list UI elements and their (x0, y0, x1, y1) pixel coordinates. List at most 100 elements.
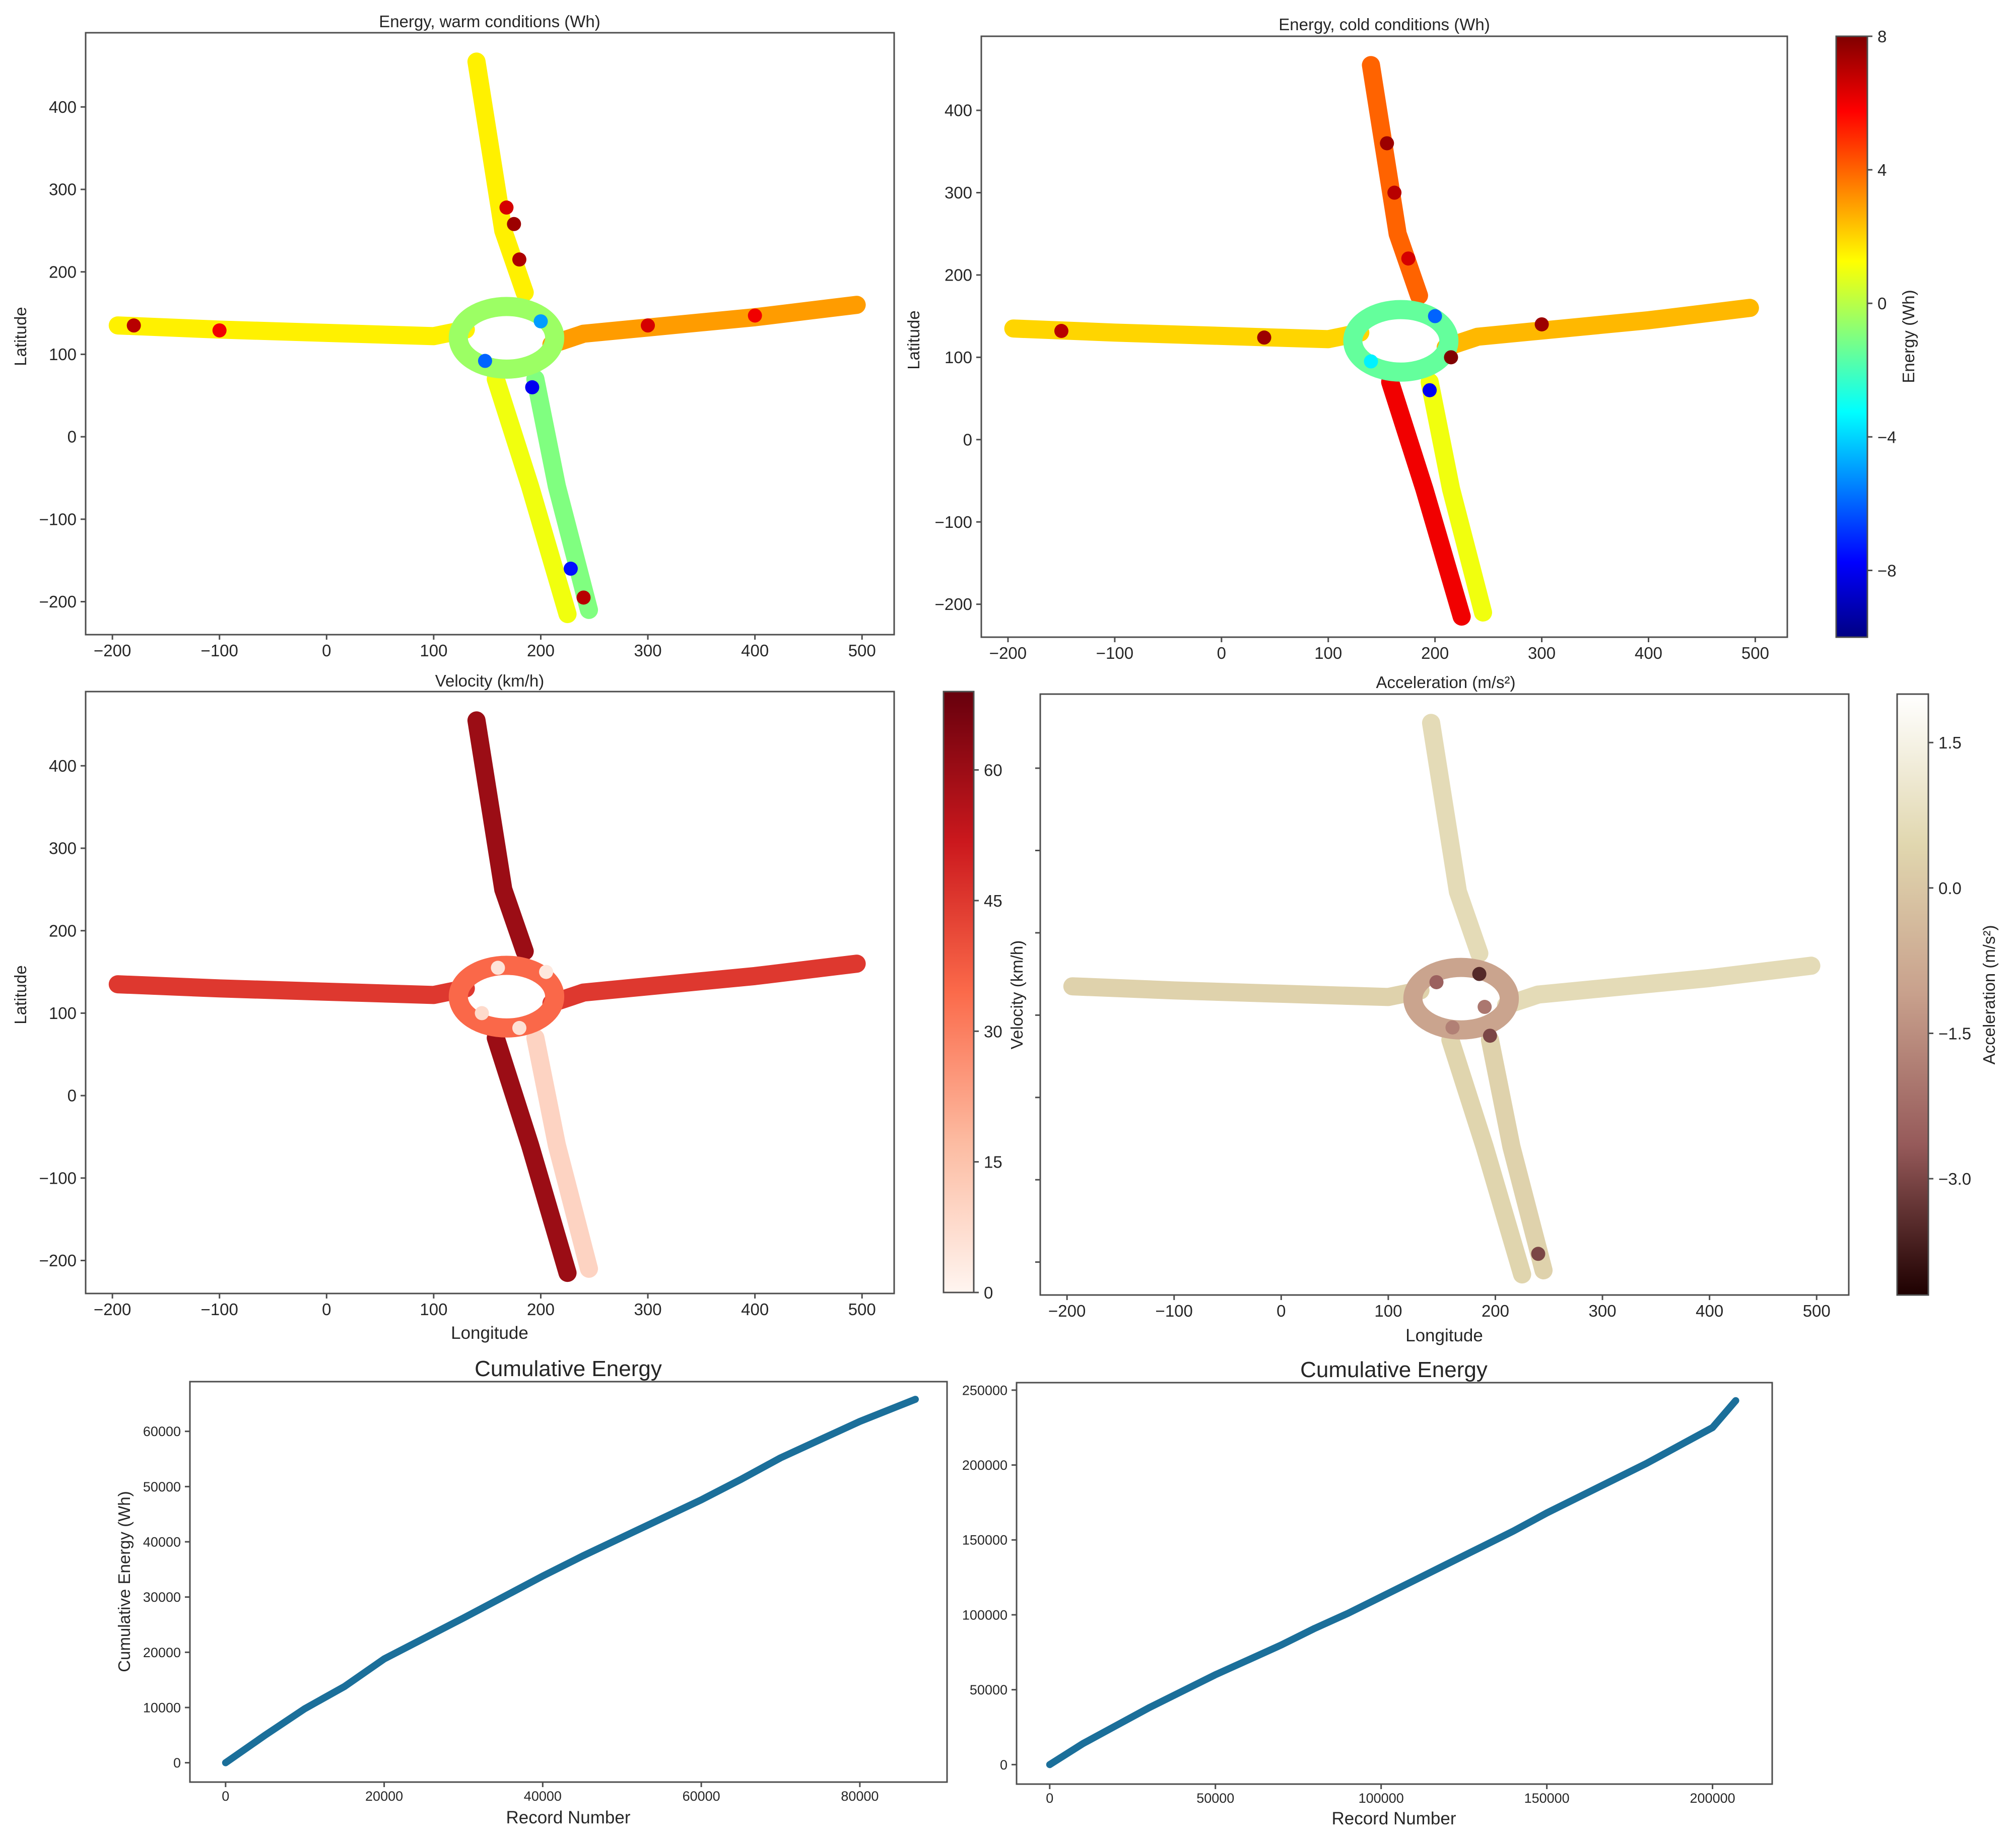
p4-ytick-label: 50000 (143, 1479, 181, 1494)
p0-highlight-point (126, 318, 141, 333)
p4-ytick-label: 20000 (143, 1645, 181, 1660)
p1-ytick-label: −200 (935, 595, 972, 614)
p2-xtick-label: 200 (527, 1300, 555, 1319)
p2-ytick-label: 300 (49, 839, 77, 858)
p2-roundabout (448, 956, 565, 1038)
p0-highlight-point (748, 308, 762, 323)
p0-east-arm (542, 296, 866, 354)
panel-4-xlabel: Longitude (1405, 1326, 1483, 1345)
p3-xtick-label: −100 (1156, 1302, 1193, 1320)
p3-highlight-point (1483, 1029, 1497, 1043)
p1-north-arm (1362, 56, 1428, 305)
panel-2-xlabel: Acceleration (m/s²) (1376, 673, 1516, 692)
p3-highlight-point (1477, 1000, 1492, 1014)
data-layer (108, 52, 1821, 1768)
colorbar-0-tick-label: 8 (1877, 27, 1887, 46)
p0-ytick-label: 300 (49, 180, 77, 199)
p4-xtick-label: 60000 (683, 1789, 720, 1804)
p2-east-arm (542, 955, 866, 1012)
panel-2-ylabel: Latitude (904, 310, 923, 369)
p0-roundabout (448, 297, 565, 379)
p0-highlight-point (512, 252, 526, 267)
p5-series-line (1046, 1397, 1739, 1768)
panel-1-title: Energy, warm conditions (Wh) (379, 12, 600, 31)
p0-xtick-label: 100 (420, 641, 447, 660)
panel-cumulative-2-frame (1016, 1382, 1773, 1785)
p3-highlight-point (1531, 1247, 1545, 1261)
p3-east-arm (1497, 957, 1821, 1014)
p0-highlight-point (533, 314, 548, 328)
p0-ytick-label: 100 (49, 345, 77, 364)
p2-ytick-label: 200 (49, 921, 77, 940)
p4-xtick-label: 80000 (841, 1789, 879, 1804)
p1-highlight-point (1428, 309, 1442, 323)
p2-ytick-label: 0 (68, 1086, 77, 1105)
colorbar-2-tick-label: 0.0 (1938, 879, 1962, 898)
p0-highlight-point (564, 562, 578, 576)
p1-ytick-label: −100 (935, 513, 972, 531)
p2-xtick-label: −100 (201, 1300, 238, 1319)
colorbar-1-tick-label: 30 (984, 1022, 1002, 1041)
p3-south-arm-in (1441, 1031, 1531, 1284)
p1-xtick-label: 200 (1421, 644, 1449, 662)
p0-ytick-label: 200 (49, 262, 77, 281)
p4-ytick-label: 10000 (143, 1700, 181, 1715)
panel-5-ylabel: Cumulative Energy (Wh) (115, 1491, 133, 1672)
panel-3-title: Velocity (km/h) (435, 671, 544, 690)
p1-ytick-label: 100 (945, 348, 972, 367)
p0-south-arm-out (526, 370, 598, 619)
p5-xtick-label: 200000 (1690, 1791, 1735, 1806)
p2-highlight-point (539, 965, 554, 979)
p5-ytick-label: 250000 (962, 1383, 1007, 1398)
p1-west-arm (1004, 319, 1370, 349)
p1-roundabout (1343, 300, 1459, 382)
p3-west-arm (1063, 977, 1430, 1006)
panel-6-title: Cumulative Energy (1300, 1357, 1488, 1382)
p1-ytick-label: 400 (945, 101, 972, 120)
p2-highlight-point (512, 1020, 526, 1035)
p1-xtick-label: −100 (1096, 644, 1133, 662)
p1-highlight-point (1534, 317, 1549, 331)
p0-xtick-label: 300 (634, 641, 662, 660)
p1-highlight-point (1257, 330, 1271, 345)
p1-xtick-label: 100 (1314, 644, 1342, 662)
colorbar-2-tick-label: 1.5 (1938, 733, 1962, 752)
p5-ytick-label: 50000 (970, 1682, 1007, 1697)
p0-xtick-label: −100 (201, 641, 238, 660)
p1-highlight-point (1380, 136, 1394, 151)
p0-xtick-label: −200 (94, 641, 131, 660)
acceleration-colorbar-label: Acceleration (m/s²) (1980, 925, 1998, 1065)
p3-xtick-label: 500 (1803, 1302, 1831, 1320)
p5-ytick-label: 200000 (962, 1458, 1007, 1473)
velocity-colorbar (943, 691, 975, 1293)
energy-colorbar-label: Energy (Wh) (1899, 290, 1918, 383)
p3-highlight-point (1472, 967, 1487, 981)
colorbar-0-tick-label: −4 (1877, 428, 1897, 446)
p0-xtick-label: 0 (322, 641, 331, 660)
p5-xtick-label: 100000 (1359, 1791, 1404, 1806)
p3-roundabout (1403, 958, 1519, 1040)
colorbar-0-tick-label: 4 (1877, 161, 1887, 179)
p1-south-arm-in (1381, 373, 1471, 626)
p3-xtick-label: 0 (1276, 1302, 1286, 1320)
p1-highlight-point (1401, 251, 1416, 266)
p4-ytick-label: 40000 (143, 1534, 181, 1549)
p3-south-arm-out (1481, 1031, 1553, 1279)
p4-ytick-label: 0 (173, 1755, 181, 1770)
axes-layer: −200 −100 0 100 200 300 400 500−200−10001002003… (39, 27, 1972, 1806)
p3-xtick-label: 100 (1374, 1302, 1402, 1320)
p1-highlight-point (1054, 324, 1068, 338)
p1-east-arm (1436, 299, 1759, 357)
p3-xtick-label: −200 (1048, 1302, 1086, 1320)
p0-xtick-label: 400 (741, 641, 769, 660)
energy-colorbar (1835, 35, 1868, 638)
p1-highlight-point (1423, 383, 1437, 397)
p1-ytick-label: 300 (945, 183, 972, 202)
p0-xtick-label: 200 (527, 641, 555, 660)
panel-1-ylabel: Latitude (11, 307, 30, 366)
p1-xtick-label: 400 (1635, 644, 1662, 662)
p0-ytick-label: −100 (39, 510, 77, 528)
p2-south-arm-in (487, 1029, 577, 1282)
p0-ytick-label: 400 (49, 98, 77, 116)
